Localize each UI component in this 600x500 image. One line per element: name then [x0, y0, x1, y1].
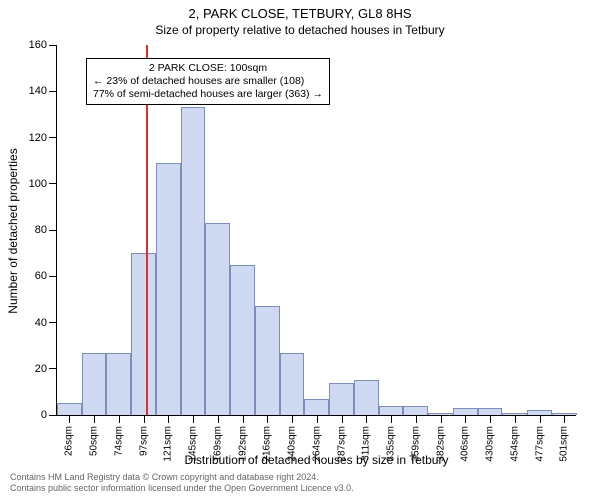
x-tick-label: 50sqm [89, 426, 100, 456]
y-tick-label: 100 [29, 178, 47, 190]
histogram-bar [131, 253, 156, 415]
x-tick-label: 264sqm [311, 426, 322, 462]
y-tick-label: 80 [35, 224, 47, 236]
y-tick [49, 276, 57, 277]
x-tick-label: 74sqm [113, 426, 124, 456]
histogram-bar [329, 383, 354, 415]
annotation-line-3: 77% of semi-detached houses are larger (… [93, 88, 323, 101]
x-tick-label: 406sqm [460, 426, 471, 462]
histogram-bar [304, 399, 329, 415]
x-tick [119, 415, 120, 423]
page-subtitle: Size of property relative to detached ho… [0, 21, 600, 37]
x-tick-label: 169sqm [212, 426, 223, 462]
attribution-footer: Contains HM Land Registry data © Crown c… [10, 472, 354, 495]
y-tick [49, 183, 57, 184]
histogram-bar [57, 403, 82, 415]
y-tick [49, 137, 57, 138]
annotation-line-2: ← 23% of detached houses are smaller (10… [93, 75, 323, 88]
x-tick [94, 415, 95, 423]
histogram-bar [106, 353, 131, 415]
x-tick [292, 415, 293, 423]
y-tick [49, 415, 57, 416]
x-tick [218, 415, 219, 423]
x-tick [490, 415, 491, 423]
annotation-line-1: 2 PARK CLOSE: 100sqm [93, 62, 323, 75]
x-tick [441, 415, 442, 423]
histogram-bar [181, 107, 206, 415]
y-tick [49, 368, 57, 369]
y-tick-label: 40 [35, 317, 47, 329]
x-tick-label: 454sqm [509, 426, 520, 462]
x-tick-label: 26sqm [64, 426, 75, 456]
histogram-bar [403, 406, 428, 415]
histogram-bar [478, 408, 503, 415]
histogram-bar [354, 380, 379, 415]
histogram-bar [156, 163, 181, 415]
x-tick [267, 415, 268, 423]
histogram-bar [205, 223, 230, 415]
x-tick [540, 415, 541, 423]
x-tick-label: 145sqm [188, 426, 199, 462]
x-tick [193, 415, 194, 423]
y-axis-label: Number of detached properties [6, 148, 20, 313]
y-tick-label: 160 [29, 39, 47, 51]
histogram-bar [82, 353, 107, 415]
y-tick [49, 91, 57, 92]
histogram-bar [230, 265, 255, 415]
x-tick [366, 415, 367, 423]
x-tick-label: 287sqm [336, 426, 347, 462]
x-tick-label: 359sqm [410, 426, 421, 462]
x-tick [416, 415, 417, 423]
x-tick-label: 501sqm [559, 426, 570, 462]
x-tick [144, 415, 145, 423]
x-tick [465, 415, 466, 423]
x-tick [243, 415, 244, 423]
x-tick [391, 415, 392, 423]
page-title: 2, PARK CLOSE, TETBURY, GL8 8HS [0, 0, 600, 21]
x-tick-label: 311sqm [361, 426, 372, 461]
histogram-bar [379, 406, 404, 415]
y-tick-label: 60 [35, 270, 47, 282]
footer-line-1: Contains HM Land Registry data © Crown c… [10, 472, 354, 483]
x-tick [515, 415, 516, 423]
x-tick [69, 415, 70, 423]
y-tick [49, 45, 57, 46]
y-tick [49, 230, 57, 231]
y-tick-label: 140 [29, 85, 47, 97]
footer-line-2: Contains public sector information licen… [10, 483, 354, 494]
x-tick [564, 415, 565, 423]
y-tick-label: 120 [29, 132, 47, 144]
x-tick [342, 415, 343, 423]
x-tick-label: 192sqm [237, 426, 248, 462]
x-tick-label: 121sqm [163, 426, 174, 462]
histogram-bar [280, 353, 305, 415]
x-tick-label: 382sqm [435, 426, 446, 462]
y-tick-label: 0 [41, 409, 47, 421]
x-tick [317, 415, 318, 423]
annotation-box: 2 PARK CLOSE: 100sqm ← 23% of detached h… [86, 58, 330, 105]
x-tick [168, 415, 169, 423]
x-tick-label: 216sqm [262, 426, 273, 462]
y-tick [49, 322, 57, 323]
histogram-bar [255, 306, 280, 415]
histogram-chart: Number of detached properties Distributi… [56, 46, 576, 416]
y-tick-label: 20 [35, 363, 47, 375]
x-tick-label: 97sqm [138, 426, 149, 456]
x-tick-label: 477sqm [534, 426, 545, 462]
histogram-bar [453, 408, 478, 415]
x-tick-label: 430sqm [485, 426, 496, 462]
x-tick-label: 240sqm [287, 426, 298, 462]
x-tick-label: 335sqm [386, 426, 397, 462]
